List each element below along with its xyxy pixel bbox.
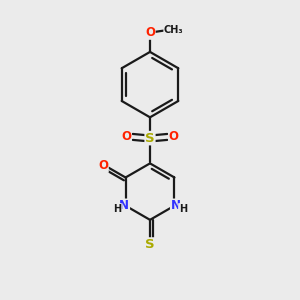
Text: CH₃: CH₃ — [164, 25, 184, 34]
Text: O: O — [169, 130, 179, 143]
Text: O: O — [98, 159, 108, 172]
Text: N: N — [119, 199, 129, 212]
Text: N: N — [171, 199, 181, 212]
Text: H: H — [179, 204, 187, 214]
Text: S: S — [145, 238, 155, 251]
Text: H: H — [113, 204, 121, 214]
Text: S: S — [145, 132, 155, 145]
Text: O: O — [145, 26, 155, 39]
Text: O: O — [121, 130, 131, 143]
